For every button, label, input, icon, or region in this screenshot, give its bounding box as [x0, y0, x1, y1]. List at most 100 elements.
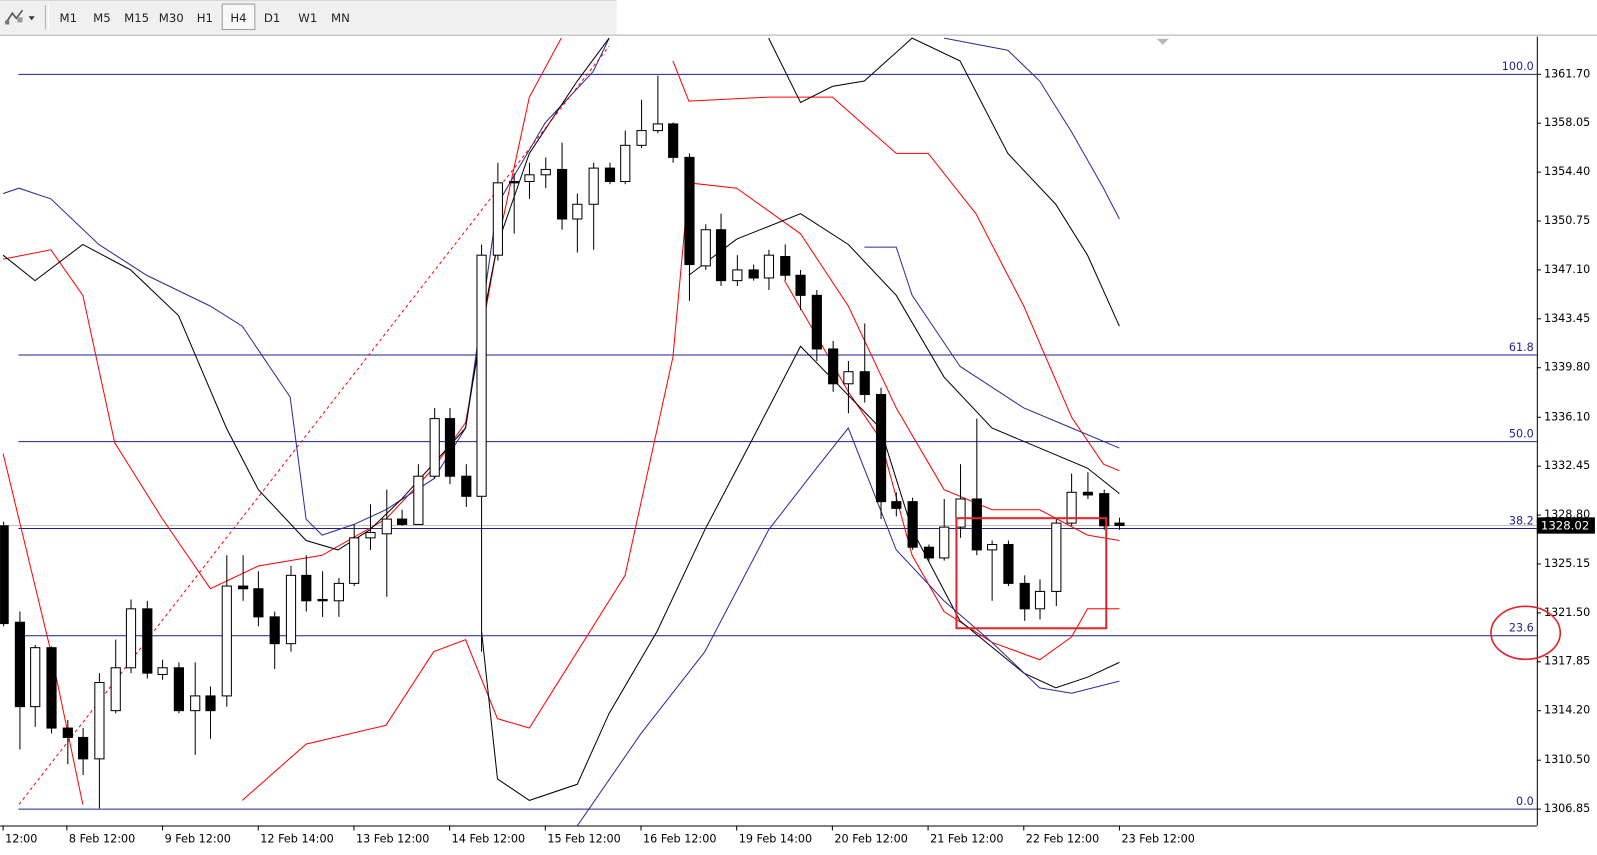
timeframe-button[interactable]: D1: [264, 11, 280, 25]
y-tick-label: 1310.50: [1544, 753, 1590, 766]
indicator-line: [864, 246, 1120, 449]
candle-body: [190, 695, 201, 712]
fib-label: 38.2: [1509, 514, 1534, 527]
y-tick-label: 1343.45: [1544, 312, 1590, 325]
indicator-line: [576, 427, 1120, 826]
candle-body: [349, 537, 360, 584]
candle-body: [843, 371, 854, 385]
candle-body: [14, 621, 26, 708]
y-tick-label: 1339.80: [1544, 361, 1590, 374]
candle-body: [333, 582, 344, 602]
timeframe-button[interactable]: M5: [93, 11, 111, 25]
candle-body: [94, 682, 105, 760]
candle-body: [125, 608, 137, 669]
timeframe-button[interactable]: M30: [159, 11, 184, 25]
candle-body: [269, 616, 280, 645]
objects-menu-icon[interactable]: [5, 9, 35, 25]
candle-body: [939, 526, 950, 559]
candle-body: [317, 598, 328, 602]
y-tick-label: 1358.05: [1544, 116, 1590, 129]
x-tick-label: 12 Feb 14:00: [260, 833, 333, 846]
candle-body: [620, 144, 631, 183]
candles-layer: [0, 75, 1125, 809]
y-tick-label: 1347.10: [1544, 263, 1590, 276]
fib-label: 50.0: [1509, 428, 1534, 441]
y-tick-label: 1317.85: [1544, 655, 1590, 668]
candle-body: [1034, 590, 1046, 610]
candle-body: [62, 727, 73, 738]
y-tick-label: 1361.70: [1544, 67, 1590, 80]
active-button-frame: [221, 3, 256, 31]
y-tick-label: 1306.85: [1544, 802, 1590, 815]
candle-body: [78, 736, 89, 760]
candle-body: [524, 174, 535, 183]
candle-body: [604, 167, 616, 183]
timeframe-button[interactable]: H4: [230, 11, 246, 25]
candle-body: [205, 695, 216, 712]
last-price-box: [1536, 517, 1595, 534]
x-tick-label: 19 Feb 14:00: [739, 833, 812, 846]
highlight-box: [955, 517, 1108, 630]
candle-body: [668, 123, 679, 158]
candle-body: [684, 156, 695, 266]
candle-body: [540, 168, 551, 176]
last-price-label: 1328.02: [1541, 519, 1589, 533]
y-tick-label: 1354.40: [1544, 165, 1590, 178]
timeframe-button[interactable]: MN: [331, 11, 350, 25]
x-tick-label: 8 Feb 12:00: [69, 833, 135, 846]
candle-body: [221, 585, 232, 697]
candle-body: [173, 667, 185, 712]
timeframe-button[interactable]: M15: [124, 11, 149, 25]
candle-body: [476, 254, 487, 497]
indicator-line: [2, 37, 1120, 536]
candle-body: [396, 518, 408, 525]
candle-body: [461, 475, 472, 497]
chart-background: [0, 35, 1597, 855]
highlight-circle: [1490, 605, 1562, 661]
x-tick-label: 21 Feb 12:00: [930, 833, 1003, 846]
fib-label: 0.0: [1516, 795, 1534, 808]
candle-body: [1003, 544, 1014, 584]
x-tick-label: 20 Feb 12:00: [834, 833, 907, 846]
candle-body: [700, 229, 711, 267]
fib-label: 100.0: [1502, 60, 1534, 73]
candle-body: [429, 418, 440, 477]
x-tick-label: 14 Feb 12:00: [452, 833, 525, 846]
candle-body: [955, 498, 966, 528]
candle-body: [1114, 522, 1125, 527]
candle-body: [0, 525, 9, 625]
candle-body: [110, 667, 121, 712]
candle-body: [715, 229, 727, 282]
candle-body: [381, 518, 392, 535]
candle-body: [492, 182, 503, 256]
levels-layer: 100.0 61.8 50.0 38.2 23.6 0.0: [0, 60, 1537, 810]
candle-body: [732, 269, 743, 282]
candle-body: [1082, 491, 1094, 496]
indicator-line: [2, 37, 1120, 551]
x-tick-label: 22 Feb 12:00: [1026, 833, 1099, 846]
candle-body: [509, 180, 520, 184]
candle-body: [828, 348, 839, 385]
candle-body: [1099, 493, 1110, 527]
candle-body: [556, 168, 568, 220]
candle-body: [413, 475, 424, 525]
indicator-line: [688, 213, 1120, 495]
candle-body: [780, 256, 791, 276]
candle-body: [572, 203, 583, 220]
candle-body: [811, 294, 822, 350]
y-tick-label: 1314.20: [1544, 704, 1590, 717]
candle-body: [748, 269, 759, 279]
candle-body: [763, 254, 775, 279]
candle-body: [636, 130, 647, 146]
timeframe-button[interactable]: W1: [298, 11, 317, 25]
fib-label: 61.8: [1509, 341, 1534, 354]
candle-body: [859, 371, 870, 396]
timeframe-toolbar: M1 M5 M15 M30 H1 H4 D1 W1 MN: [0, 0, 617, 34]
timeframe-button[interactable]: M1: [60, 11, 78, 25]
x-tick-label: 15 Feb 12:00: [547, 833, 620, 846]
timeframe-button[interactable]: H1: [197, 11, 213, 25]
candle-body: [285, 574, 297, 645]
x-tick-label: 9 Feb 12:00: [165, 833, 231, 846]
candle-body: [795, 274, 806, 296]
